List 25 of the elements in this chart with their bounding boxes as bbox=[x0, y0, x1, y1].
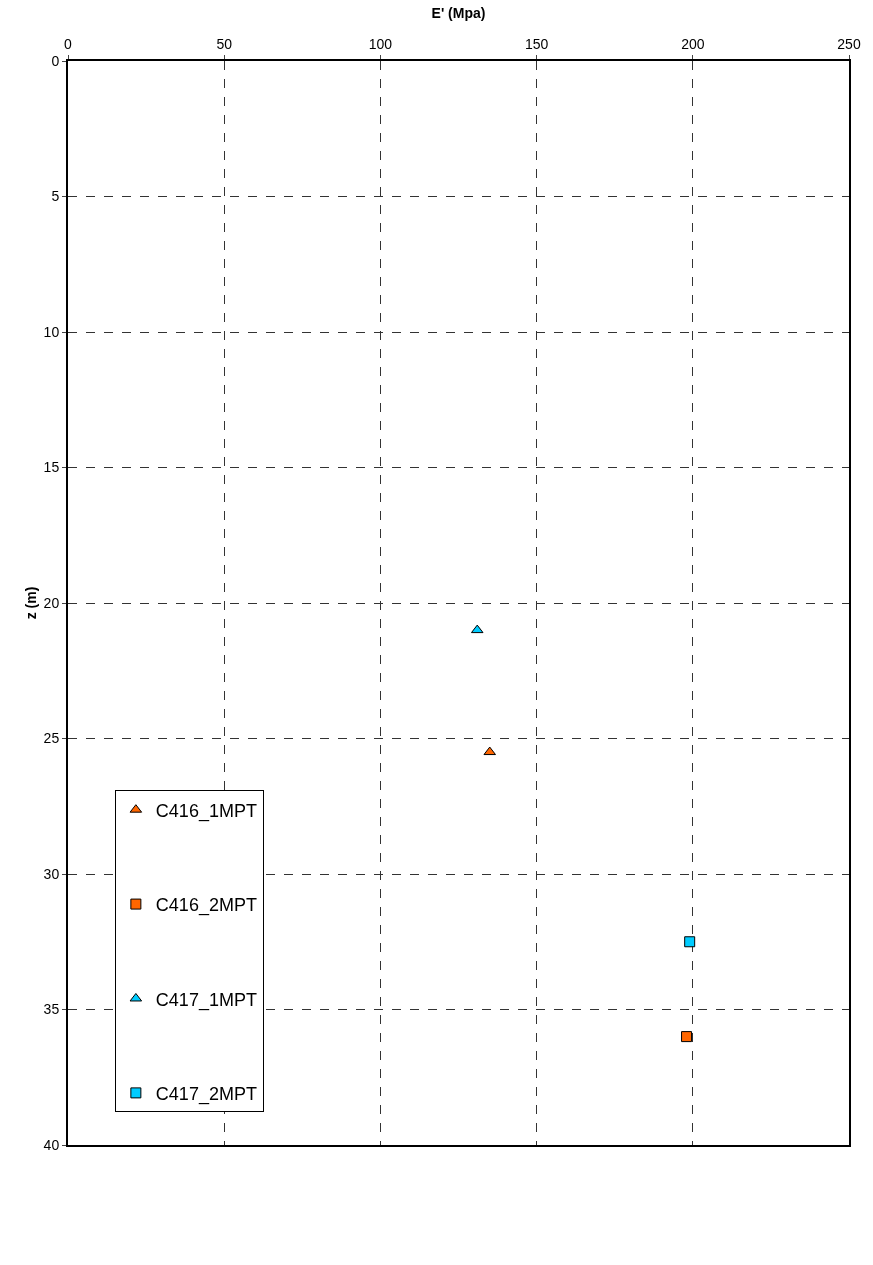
point bbox=[470, 624, 484, 634]
x-tick-label: 150 bbox=[524, 36, 549, 53]
point bbox=[684, 936, 696, 948]
legend-label: C417_2MPT bbox=[155, 1083, 257, 1105]
point bbox=[681, 1031, 693, 1043]
x-axis-title: E' (Mpa) bbox=[431, 4, 486, 21]
y-tick-label: 10 bbox=[43, 323, 60, 340]
y-tick-label: 15 bbox=[43, 459, 60, 476]
y-axis-title: z (m) bbox=[22, 586, 39, 620]
y-tick-label: 0 bbox=[51, 52, 60, 69]
legend-label: C416_2MPT bbox=[155, 895, 257, 917]
legend-label: C417_1MPT bbox=[155, 989, 257, 1011]
point bbox=[483, 746, 497, 756]
y-tick-label: 25 bbox=[43, 730, 60, 747]
legend-label: C416_1MPT bbox=[155, 800, 257, 822]
x-tick-label: 100 bbox=[368, 36, 393, 53]
x-tick-label: 50 bbox=[216, 36, 233, 53]
y-tick-label: 40 bbox=[43, 1136, 60, 1153]
x-tick-label: 250 bbox=[837, 36, 861, 53]
y-tick-label: 35 bbox=[43, 1001, 60, 1018]
y-tick-label: 20 bbox=[43, 594, 60, 611]
x-tick-label: 200 bbox=[681, 36, 705, 53]
y-tick-label: 30 bbox=[43, 865, 60, 882]
x-tick-label: 0 bbox=[64, 36, 73, 53]
y-tick-label: 5 bbox=[51, 188, 60, 205]
